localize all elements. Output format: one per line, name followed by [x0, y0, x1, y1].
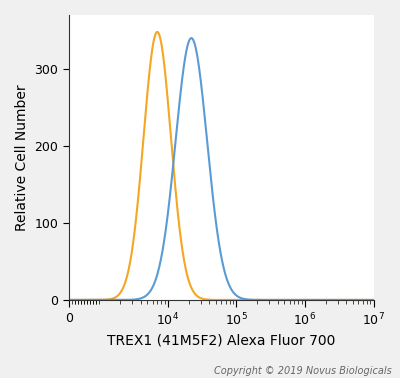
- X-axis label: TREX1 (41M5F2) Alexa Fluor 700: TREX1 (41M5F2) Alexa Fluor 700: [107, 334, 335, 348]
- Text: Copyright © 2019 Novus Biologicals: Copyright © 2019 Novus Biologicals: [214, 366, 392, 376]
- Y-axis label: Relative Cell Number: Relative Cell Number: [15, 84, 29, 231]
